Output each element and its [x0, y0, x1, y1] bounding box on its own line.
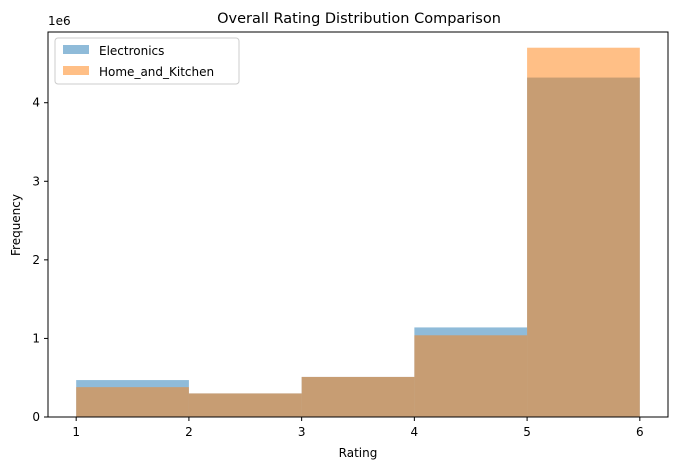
legend-label-electronics: Electronics — [99, 44, 164, 58]
y-tick-label: 3 — [32, 174, 40, 188]
bar-home-and-kitchen-bin-4 — [414, 335, 528, 417]
legend: Electronics Home_and_Kitchen — [54, 37, 240, 85]
chart-title: Overall Rating Distribution Comparison — [217, 11, 501, 27]
bar-home-and-kitchen-bin-5 — [527, 47, 640, 417]
plot-frame — [47, 31, 669, 418]
y-axis-ticks: 0 1 2 3 4 — [32, 96, 48, 424]
x-tick-label: 2 — [185, 425, 193, 439]
bar-home-and-kitchen-bin-2 — [188, 393, 302, 417]
y-tick-label: 2 — [32, 253, 40, 267]
x-tick-label: 1 — [72, 425, 80, 439]
x-tick-label: 3 — [298, 425, 306, 439]
y-offset-label: 1e6 — [48, 14, 71, 28]
legend-box — [54, 37, 240, 85]
bar-home-and-kitchen-bin-1 — [76, 387, 189, 417]
legend-swatch-home-and-kitchen — [63, 66, 89, 75]
bar-home-and-kitchen-bin-3 — [301, 376, 415, 417]
legend-label-home-and-kitchen: Home_and_Kitchen — [99, 65, 214, 79]
x-axis-ticks: 1 2 3 4 5 6 — [72, 417, 644, 439]
x-tick-label: 5 — [523, 425, 531, 439]
bars-layer — [76, 47, 640, 418]
y-tick-label: 4 — [32, 96, 40, 110]
legend-swatch-electronics — [63, 45, 89, 54]
x-tick-label: 4 — [411, 425, 419, 439]
y-tick-label: 1 — [32, 331, 40, 345]
y-axis-label: Frequency — [9, 194, 23, 256]
y-tick-label: 0 — [32, 410, 40, 424]
x-axis-label: Rating — [339, 446, 378, 460]
x-tick-label: 6 — [636, 425, 644, 439]
